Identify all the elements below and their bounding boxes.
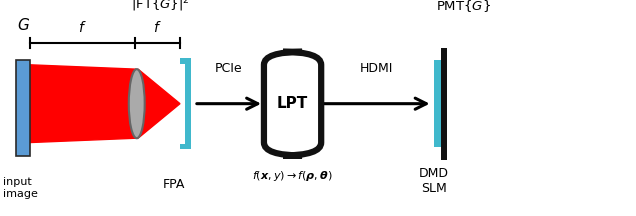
- Text: $f$: $f$: [153, 19, 162, 35]
- Text: HDMI: HDMI: [360, 62, 394, 75]
- Text: $G$: $G$: [17, 17, 31, 33]
- Text: input
image: input image: [3, 177, 38, 199]
- FancyBboxPatch shape: [16, 60, 30, 156]
- Polygon shape: [138, 69, 180, 138]
- Text: $f(\boldsymbol{x}, y) \rightarrow f(\boldsymbol{\rho}, \boldsymbol{\theta})$: $f(\boldsymbol{x}, y) \rightarrow f(\bol…: [252, 169, 333, 183]
- FancyBboxPatch shape: [264, 52, 321, 156]
- Bar: [434, 60, 442, 147]
- Bar: [441, 48, 447, 160]
- Text: $f$: $f$: [78, 19, 87, 35]
- Text: $|\mathrm{FT}\{G\}|^2$: $|\mathrm{FT}\{G\}|^2$: [131, 0, 190, 14]
- Bar: [180, 144, 191, 149]
- Text: LPT: LPT: [277, 96, 308, 111]
- Bar: [180, 58, 191, 64]
- Text: $\mathrm{PMT}\{G\}$: $\mathrm{PMT}\{G\}$: [436, 0, 491, 14]
- Text: FPA: FPA: [162, 178, 185, 191]
- Text: DMD
SLM: DMD SLM: [418, 167, 449, 195]
- Bar: [185, 58, 191, 149]
- Text: PCIe: PCIe: [215, 62, 243, 75]
- Polygon shape: [30, 65, 135, 143]
- Ellipse shape: [129, 69, 145, 138]
